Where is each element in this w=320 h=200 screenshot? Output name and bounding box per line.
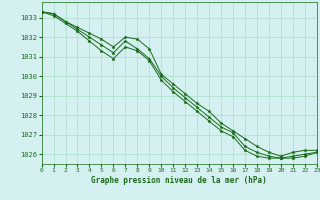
X-axis label: Graphe pression niveau de la mer (hPa): Graphe pression niveau de la mer (hPa): [91, 176, 267, 185]
